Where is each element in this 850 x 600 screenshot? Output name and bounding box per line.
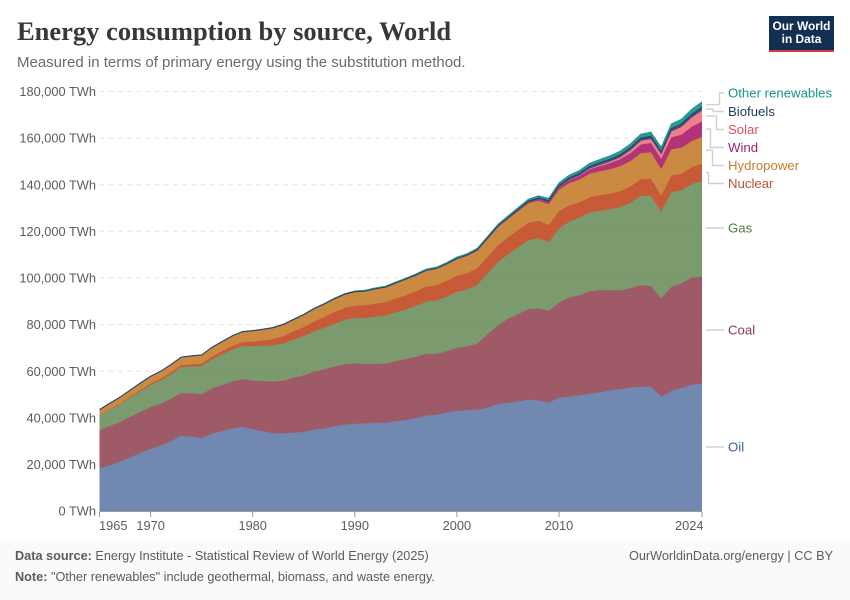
svg-text:Other renewables: Other renewables bbox=[728, 86, 832, 101]
svg-text:Oil: Oil bbox=[728, 440, 744, 455]
svg-text:Nuclear: Nuclear bbox=[728, 176, 774, 191]
svg-text:0 TWh: 0 TWh bbox=[59, 504, 96, 519]
svg-text:140,000 TWh: 140,000 TWh bbox=[19, 177, 96, 192]
svg-text:1965: 1965 bbox=[99, 518, 127, 533]
svg-text:Hydropower: Hydropower bbox=[728, 158, 800, 173]
svg-text:60,000 TWh: 60,000 TWh bbox=[27, 364, 96, 379]
svg-text:Coal: Coal bbox=[728, 323, 755, 338]
svg-text:1990: 1990 bbox=[341, 518, 369, 533]
svg-text:2010: 2010 bbox=[545, 518, 573, 533]
svg-text:40,000 TWh: 40,000 TWh bbox=[27, 410, 96, 425]
svg-text:Wind: Wind bbox=[728, 140, 758, 155]
svg-text:2024: 2024 bbox=[675, 518, 703, 533]
svg-text:120,000 TWh: 120,000 TWh bbox=[19, 224, 96, 239]
svg-text:180,000 TWh: 180,000 TWh bbox=[19, 84, 96, 99]
svg-text:1980: 1980 bbox=[238, 518, 266, 533]
svg-text:80,000 TWh: 80,000 TWh bbox=[27, 317, 96, 332]
svg-text:Solar: Solar bbox=[728, 122, 759, 137]
svg-text:160,000 TWh: 160,000 TWh bbox=[19, 131, 96, 146]
svg-text:100,000 TWh: 100,000 TWh bbox=[19, 271, 96, 286]
svg-text:2000: 2000 bbox=[443, 518, 471, 533]
svg-text:1970: 1970 bbox=[136, 518, 164, 533]
svg-text:20,000 TWh: 20,000 TWh bbox=[27, 457, 96, 472]
svg-text:Biofuels: Biofuels bbox=[728, 104, 775, 119]
svg-text:Gas: Gas bbox=[728, 221, 753, 236]
